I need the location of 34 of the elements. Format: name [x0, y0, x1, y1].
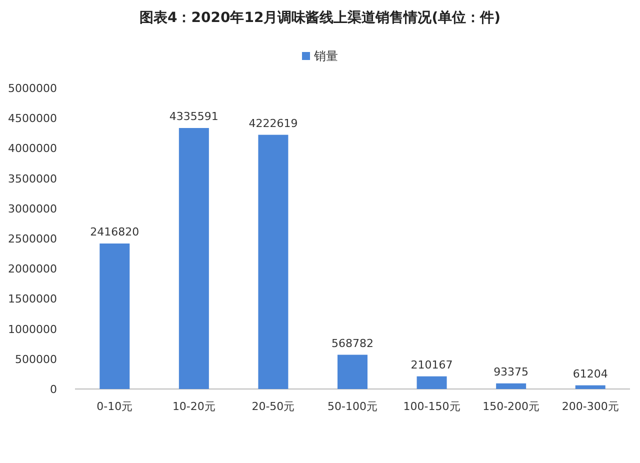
bar: [178, 128, 209, 389]
y-tick-label: 2000000: [8, 262, 57, 276]
data-label: 4222619: [248, 116, 298, 130]
bar: [416, 376, 447, 389]
y-tick-label: 1000000: [8, 322, 57, 336]
x-tick-label: 200-300元: [562, 400, 619, 413]
chart-title: 图表4：2020年12月调味酱线上渠道销售情况(单位：件): [140, 9, 500, 26]
y-tick-label: 1500000: [8, 292, 57, 306]
x-tick-label: 10-20元: [172, 400, 216, 413]
x-tick-label: 20-50元: [252, 400, 295, 413]
y-tick-label: 3500000: [8, 172, 57, 186]
x-tick-label: 50-100元: [328, 400, 378, 413]
data-label: 2416820: [90, 226, 140, 239]
data-label: 568782: [332, 336, 374, 350]
bar: [100, 244, 130, 389]
bar: [338, 354, 368, 389]
bar: [496, 383, 526, 389]
bar: [575, 385, 606, 389]
data-label: 61204: [572, 367, 608, 380]
x-tick-label: 150-200元: [482, 400, 540, 413]
legend-label: 销量: [313, 49, 338, 63]
data-label: 210167: [410, 358, 453, 372]
y-tick-label: 2500000: [8, 232, 57, 246]
bar: [258, 134, 288, 389]
y-tick-label: 5000000: [8, 82, 57, 95]
data-label: 4335591: [169, 110, 218, 123]
x-tick-label: 100-150元: [403, 400, 460, 413]
y-tick-label: 500000: [15, 352, 57, 366]
data-label: 93375: [494, 365, 529, 378]
y-tick-label: 0: [50, 383, 57, 396]
x-tick-label: 0-10元: [96, 400, 133, 413]
y-tick-label: 3000000: [8, 202, 57, 216]
y-tick-label: 4500000: [8, 112, 57, 126]
y-tick-label: 4000000: [8, 142, 57, 156]
